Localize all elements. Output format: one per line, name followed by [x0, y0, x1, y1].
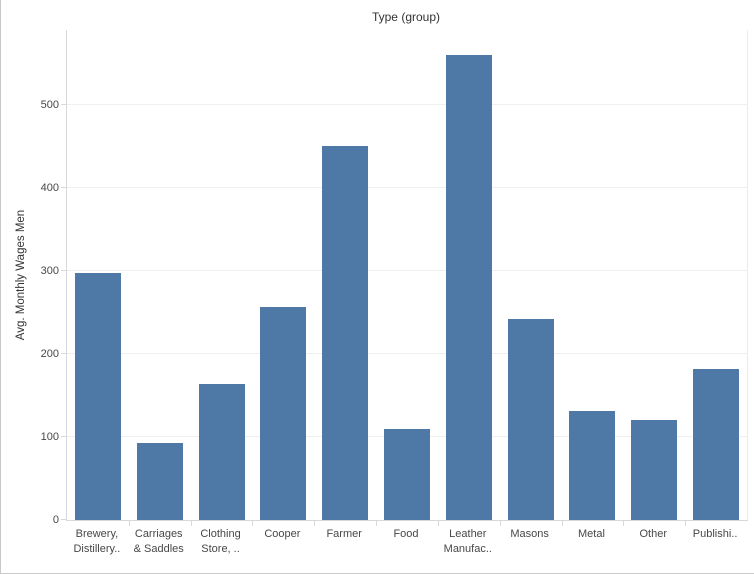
x-tick-label-metal: Metal — [561, 527, 623, 542]
gridline-y-500 — [67, 103, 747, 105]
x-tick-mark-7 — [499, 521, 501, 526]
x-tick-label-cooper: Cooper — [251, 527, 313, 542]
bar-cooper[interactable] — [260, 307, 307, 520]
x-tick-mark-3 — [252, 521, 254, 526]
bar-leather-manufac[interactable] — [445, 54, 492, 520]
y-tick-label-100: 100 — [40, 430, 59, 443]
x-tick-label-line: & Saddles — [133, 543, 184, 555]
x-tick-label-carriages-saddles: Carriages & Saddles — [128, 527, 190, 557]
x-tick-label-line: Other — [639, 528, 668, 540]
y-tick-label-0: 0 — [52, 514, 59, 526]
gridline-y-400 — [67, 186, 747, 188]
x-tick-mark-9 — [623, 521, 625, 526]
x-tick-label-farmer: Farmer — [313, 527, 375, 542]
x-tick-label-line: Masons — [510, 528, 549, 540]
x-tick-mark-1 — [128, 521, 130, 526]
x-tick-label-line: Leather — [449, 528, 487, 540]
x-axis-tick-labels: Brewery, Distillery.. Carriages & Saddles Cl… — [66, 527, 746, 561]
x-tick-label-line: Clothing — [200, 528, 241, 540]
x-tick-label-line: Store, .. — [201, 543, 240, 555]
y-tick-label-400: 400 — [40, 181, 59, 194]
bar-farmer[interactable] — [322, 146, 369, 520]
y-tick-mark-400 — [61, 186, 66, 188]
x-tick-label-line: Food — [393, 528, 419, 540]
x-tick-mark-5 — [376, 521, 378, 526]
plot-area — [61, 30, 748, 526]
x-tick-label-publishi: Publishi.. — [684, 527, 746, 542]
y-tick-mark-100 — [61, 435, 66, 437]
y-tick-mark-500 — [61, 103, 66, 105]
y-tick-mark-200 — [61, 352, 66, 354]
x-tick-mark-6 — [437, 521, 439, 526]
bar-publishi[interactable] — [693, 368, 740, 520]
x-tick-label-line: Manufac.. — [443, 543, 492, 555]
x-tick-label-other: Other — [622, 527, 684, 542]
chart-title: Type (group) — [371, 10, 441, 24]
bar-metal[interactable] — [569, 411, 616, 520]
x-tick-label-brewery-distillery: Brewery, Distillery.. — [66, 527, 128, 557]
y-tick-label-200: 200 — [40, 347, 59, 360]
x-tick-label-line: Brewery, — [75, 528, 119, 540]
x-tick-label-line: Farmer — [326, 528, 362, 540]
bar-clothing-store[interactable] — [198, 383, 245, 520]
bar-food[interactable] — [384, 428, 430, 520]
x-tick-mark-4 — [314, 521, 316, 526]
bar-carriages-saddles[interactable] — [136, 442, 183, 520]
x-tick-mark-2 — [190, 521, 192, 526]
x-tick-mark-10 — [685, 521, 687, 526]
y-tick-mark-300 — [61, 269, 66, 271]
x-tick-label-line: Publishi.. — [692, 528, 738, 540]
x-tick-mark-8 — [561, 521, 563, 526]
x-tick-label-line: Carriages — [134, 528, 183, 540]
x-tick-label-masons: Masons — [499, 527, 561, 542]
x-tick-label-food: Food — [375, 527, 437, 542]
bar-brewery-distillery[interactable] — [74, 273, 121, 520]
y-tick-mark-0 — [61, 519, 66, 520]
x-tick-label-line: Cooper — [264, 528, 301, 540]
y-tick-label-300: 300 — [40, 264, 59, 277]
y-axis-tick-labels: 0 100 200 300 400 500 — [1, 30, 59, 526]
bar-other[interactable] — [631, 420, 678, 520]
gridline-y-200 — [67, 352, 747, 354]
y-tick-label-500: 500 — [40, 98, 59, 111]
x-tick-label-leather-manufac: Leather Manufac.. — [437, 527, 499, 557]
x-tick-label-line: Metal — [577, 528, 605, 540]
x-tick-label-clothing-store: Clothing Store, .. — [190, 527, 252, 557]
gridline-y-300 — [67, 269, 747, 271]
x-tick-label-line: Distillery.. — [73, 543, 121, 555]
bar-masons[interactable] — [507, 319, 554, 520]
